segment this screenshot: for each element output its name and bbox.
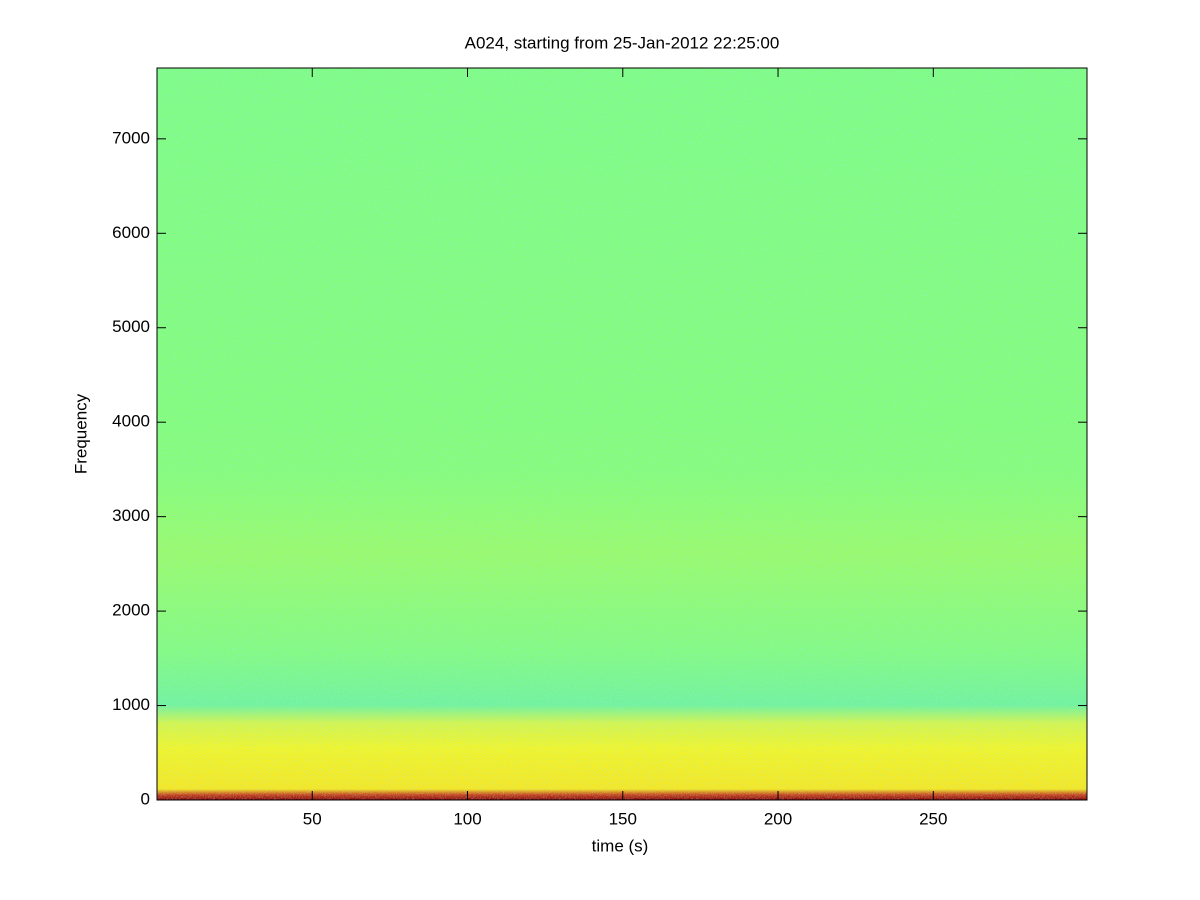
y-tick-label: 5000 — [112, 317, 150, 336]
y-axis-label: Frequency — [71, 393, 90, 474]
x-tick-label: 200 — [764, 809, 792, 828]
spectrogram-noise — [157, 68, 1087, 800]
plot-frame — [156, 67, 1088, 801]
y-tick-label: 7000 — [112, 128, 150, 147]
y-tick-label: 2000 — [112, 601, 150, 620]
y-tick-label: 4000 — [112, 412, 150, 431]
y-tick-label: 3000 — [112, 506, 150, 525]
x-axis-label: time (s) — [592, 836, 649, 855]
spectrogram-image — [157, 68, 1087, 800]
x-tick-label: 150 — [609, 809, 637, 828]
y-tick-label: 1000 — [112, 695, 150, 714]
y-tick-label: 6000 — [112, 223, 150, 242]
y-tick-label: 0 — [141, 789, 150, 808]
x-tick-label: 50 — [303, 809, 322, 828]
x-tick-label: 250 — [919, 809, 947, 828]
chart-title: A024, starting from 25-Jan-2012 22:25:00 — [465, 33, 780, 52]
x-tick-label: 100 — [453, 809, 481, 828]
